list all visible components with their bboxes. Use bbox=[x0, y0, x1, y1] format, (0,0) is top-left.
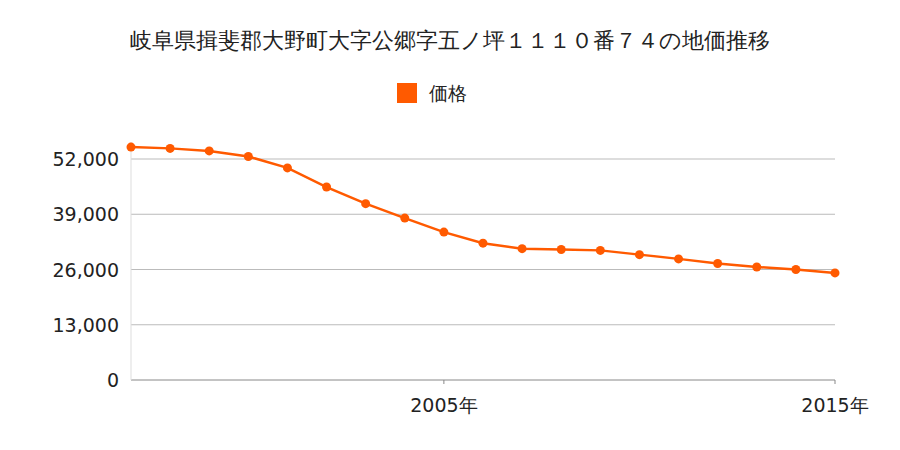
marker bbox=[166, 144, 175, 153]
marker bbox=[518, 244, 527, 253]
marker bbox=[713, 259, 722, 268]
marker bbox=[479, 239, 488, 248]
y-tick-label: 39,000 bbox=[53, 203, 119, 225]
y-tick-label: 26,000 bbox=[53, 259, 119, 281]
marker bbox=[596, 246, 605, 255]
grid-line bbox=[131, 159, 835, 160]
chart: 岐阜県揖斐郡大野町大字公郷字五ノ坪１１１０番７４の地価推移 0 13,000 26,0… bbox=[0, 0, 900, 450]
marker bbox=[635, 250, 644, 259]
y-tick-label: 0 bbox=[107, 369, 119, 391]
marker bbox=[439, 228, 448, 237]
legend-swatch bbox=[397, 83, 417, 103]
line bbox=[131, 147, 835, 273]
marker bbox=[244, 152, 253, 161]
x-tick bbox=[443, 380, 444, 384]
grid-line bbox=[131, 324, 835, 325]
x-tick-label: 2005年 bbox=[410, 394, 477, 416]
marker bbox=[674, 254, 683, 263]
marker bbox=[205, 146, 214, 155]
marker bbox=[127, 143, 136, 152]
y-axis-line bbox=[131, 142, 132, 380]
marker bbox=[283, 163, 292, 172]
legend-label: 価格 bbox=[429, 82, 467, 104]
marker bbox=[791, 265, 800, 274]
grid-line bbox=[131, 380, 835, 381]
marker bbox=[831, 268, 840, 277]
plot-area bbox=[127, 143, 840, 278]
marker bbox=[752, 262, 761, 271]
grid-line bbox=[131, 269, 835, 270]
title: 岐阜県揖斐郡大野町大字公郷字五ノ坪１１１０番７４の地価推移 bbox=[130, 28, 770, 53]
y-tick-label: 52,000 bbox=[53, 148, 119, 170]
marker bbox=[557, 245, 566, 254]
x-tick bbox=[835, 380, 836, 384]
marker bbox=[361, 199, 370, 208]
marker bbox=[322, 183, 331, 192]
y-tick-label: 13,000 bbox=[53, 314, 119, 336]
marker bbox=[400, 214, 409, 223]
x-tick-label: 2015年 bbox=[801, 394, 868, 416]
grid-line bbox=[131, 214, 835, 215]
